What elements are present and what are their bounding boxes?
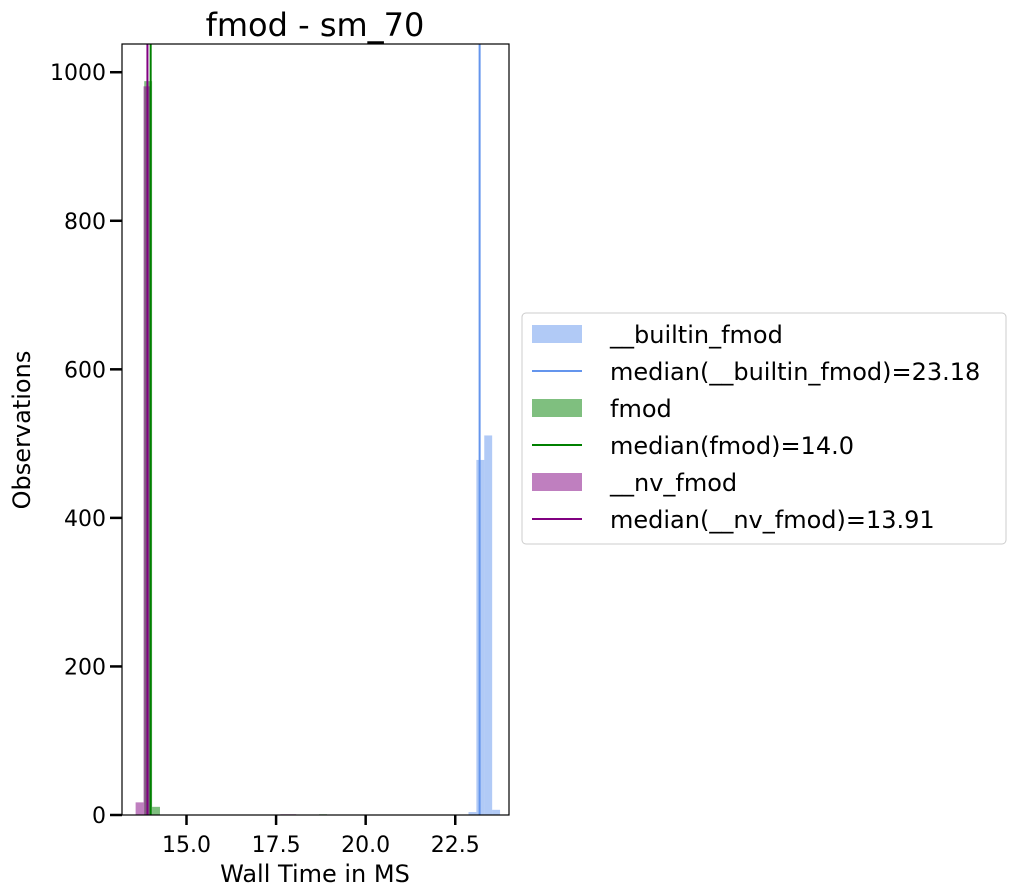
legend-label-builtinfmod: __builtin_fmod	[609, 321, 783, 349]
y-tick-label: 400	[64, 507, 106, 532]
x-tick-label: 20.0	[341, 833, 390, 858]
legend-swatch-fmod	[532, 399, 582, 417]
chart-title: fmod - sm_70	[206, 6, 425, 44]
bar-builtinfmod-0	[468, 812, 477, 815]
y-axis-label: Observations	[8, 351, 36, 510]
legend: __builtin_fmod median(__builtin_fmod)=23.…	[521, 312, 1007, 545]
y-tick-label: 200	[64, 655, 106, 680]
bar-builtinfmod-3	[492, 809, 501, 815]
bar-fmod-1	[152, 806, 160, 815]
x-tick-label: 17.5	[252, 833, 301, 858]
x-axis-label: Wall Time in MS	[220, 860, 410, 888]
x-tick-label: 15.0	[162, 833, 211, 858]
plot-frame	[121, 43, 510, 816]
legend-swatch-builtinfmod	[532, 325, 582, 343]
y-tick-label: 800	[64, 210, 106, 235]
y-tick-label: 1000	[50, 61, 106, 86]
bar-nvfmod-0	[135, 802, 144, 815]
legend-swatch-nvfmod	[532, 473, 582, 491]
legend-label-median-builtinfmod: median(__builtin_fmod)=23.18	[610, 358, 980, 386]
legend-label-nvfmod: __nv_fmod	[609, 469, 737, 497]
legend-label-fmod: fmod	[610, 395, 672, 423]
y-tick-label: 0	[92, 804, 106, 829]
x-axis: 15.0 17.5 20.0 22.5	[162, 815, 480, 858]
legend-label-median-nvfmod: median(__nv_fmod)=13.91	[610, 506, 935, 534]
y-axis: 0 200 400 600 800 1000	[50, 61, 122, 829]
legend-box	[521, 312, 1007, 545]
y-tick-label: 600	[64, 358, 106, 383]
plot-area	[135, 44, 501, 816]
bar-builtinfmod-2	[484, 435, 493, 815]
legend-label-median-fmod: median(fmod)=14.0	[610, 432, 854, 460]
x-tick-label: 22.5	[431, 833, 480, 858]
